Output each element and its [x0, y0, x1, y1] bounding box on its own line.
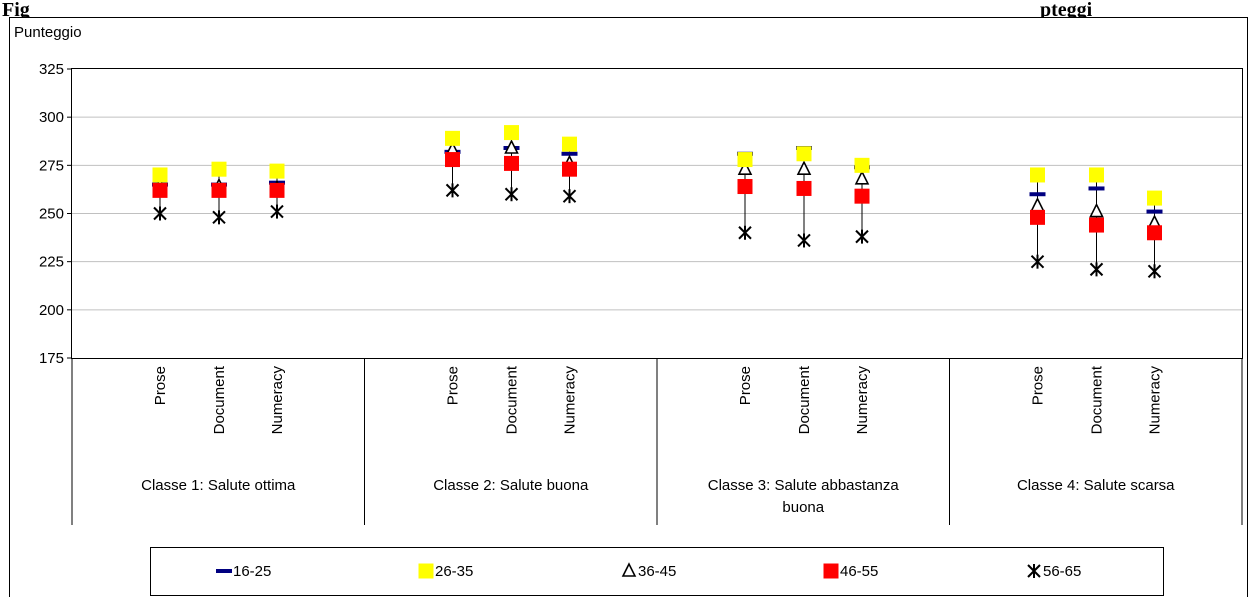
point-46-55 [796, 180, 812, 196]
category-label: Prose [152, 366, 169, 405]
y-tick-label: 275 [39, 157, 64, 174]
point-56-65 [445, 183, 460, 198]
y-tick-label: 300 [39, 109, 64, 126]
point-26-35 [269, 163, 285, 179]
point-56-65 [1147, 264, 1162, 279]
point-16-25 [561, 151, 578, 156]
point-36-45 [854, 170, 870, 185]
point-56-65 [1089, 262, 1104, 277]
category-label: Document [1089, 365, 1106, 434]
point-46-55 [269, 182, 285, 198]
legend-label: 26-35 [435, 563, 473, 580]
point-26-35 [445, 130, 460, 146]
figure-caption-tail: pteggi [1040, 0, 1093, 21]
y-tick-label: 200 [39, 302, 64, 319]
point-46-55 [504, 155, 519, 171]
y-tick-label: 250 [39, 206, 64, 223]
point-56-65 [1030, 254, 1045, 269]
figure-caption: Fig [2, 0, 30, 21]
y-tick-labels: 175 200 225 250 275 300 325 [39, 61, 64, 367]
category-label: Document [796, 365, 813, 434]
legend-marker-46-55 [823, 563, 839, 579]
point-46-55 [1089, 217, 1104, 233]
point-46-55 [562, 161, 577, 177]
point-26-35 [1089, 167, 1104, 183]
point-46-55 [152, 182, 168, 198]
category-label: Document [211, 365, 228, 434]
point-16-25 [1146, 209, 1163, 214]
point-26-35 [504, 125, 519, 141]
legend-marker-56-65 [1027, 564, 1041, 578]
point-46-55 [737, 179, 753, 195]
point-56-65 [562, 189, 577, 204]
gridlines [67, 68, 1242, 359]
y-tick-label: 175 [39, 350, 64, 367]
category-label: Numeracy [562, 366, 579, 435]
point-26-35 [562, 136, 577, 152]
category-label: Prose [445, 366, 462, 405]
point-36-45 [504, 139, 519, 154]
point-56-65 [797, 233, 811, 248]
point-26-35 [854, 157, 870, 173]
legend: 16-25 26-35 36-45 46-55 56-65 [216, 562, 1081, 580]
point-56-65 [270, 204, 284, 219]
point-36-45 [796, 160, 812, 175]
point-56-65 [855, 229, 869, 244]
point-56-65 [504, 187, 519, 202]
legend-label: 16-25 [233, 563, 271, 580]
category-label: Numeracy [269, 366, 286, 435]
point-46-55 [211, 182, 227, 198]
point-36-45 [1089, 202, 1104, 218]
x-axis: Prose Document Numeracy Classe 1: Salute ot… [71, 358, 1243, 525]
legend-marker-36-45 [621, 562, 637, 577]
point-26-35 [1147, 190, 1162, 206]
point-16-25 [1088, 186, 1105, 191]
point-56-65 [212, 210, 226, 225]
group-label: Classe 4: Salute scarsa [1017, 477, 1175, 494]
point-26-35 [1030, 167, 1045, 183]
category-label: Document [504, 365, 521, 434]
legend-label: 46-55 [840, 563, 878, 580]
legend-label: 56-65 [1043, 563, 1081, 580]
point-46-55 [1147, 225, 1162, 241]
point-26-35 [737, 152, 753, 168]
point-26-35 [211, 161, 227, 177]
point-56-65 [153, 206, 167, 221]
legend-box [150, 547, 1164, 596]
group-label: Classe 2: Salute buona [433, 477, 589, 494]
legend-label: 36-45 [638, 563, 676, 580]
category-label: Numeracy [1147, 366, 1164, 435]
data-points [152, 125, 1163, 279]
category-label: Numeracy [854, 366, 871, 435]
category-label: Prose [737, 366, 754, 405]
legend-marker-26-35 [418, 563, 434, 579]
point-26-35 [796, 146, 812, 162]
y-tick-label: 325 [39, 61, 64, 78]
y-axis-title: Punteggio [14, 24, 82, 41]
point-26-35 [152, 167, 168, 183]
chart-area-border [9, 17, 1248, 597]
y-tick-label: 225 [39, 254, 64, 271]
group-label: Classe 3: Salute abbastanza buona [708, 477, 900, 516]
category-label: Prose [1030, 366, 1047, 405]
point-16-25 [1029, 192, 1046, 197]
point-36-45 [737, 160, 753, 175]
point-56-65 [738, 225, 752, 240]
point-46-55 [445, 152, 460, 168]
point-46-55 [1030, 209, 1045, 225]
group-label: Classe 1: Salute ottima [141, 477, 296, 494]
point-46-55 [854, 188, 870, 204]
legend-marker-16-25 [216, 569, 232, 573]
